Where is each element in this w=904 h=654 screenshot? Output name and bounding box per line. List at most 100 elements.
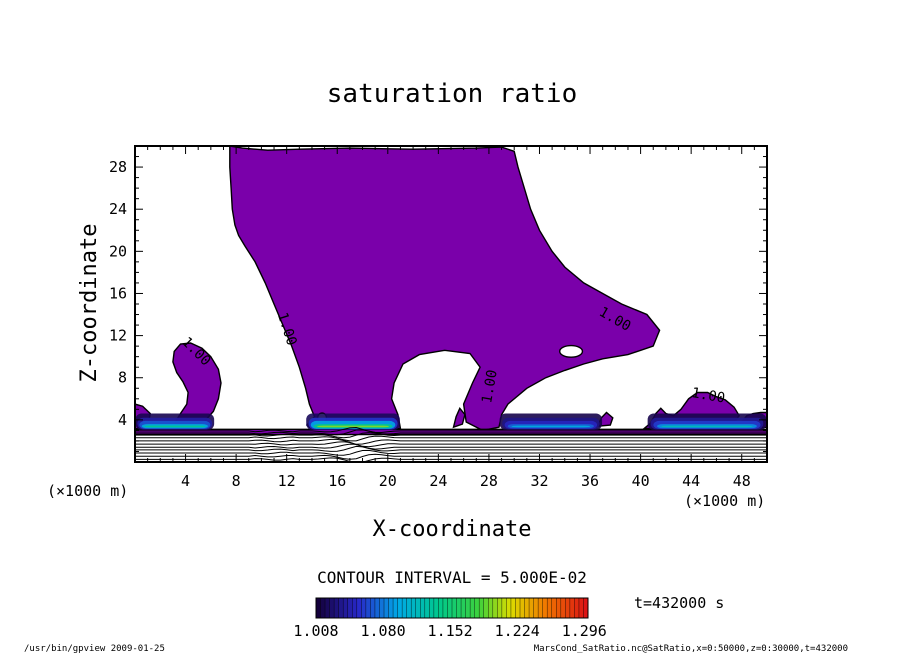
- y-tick-label: 28: [109, 158, 127, 176]
- high-saturation-bands: [135, 413, 767, 430]
- x-unit-label-left: (×1000 m): [47, 482, 128, 500]
- colorbar-swatch: [569, 598, 575, 618]
- surface-contour: [135, 438, 767, 445]
- colorbar-swatch: [356, 598, 362, 618]
- colorbar-swatch: [492, 598, 498, 618]
- surface-contour: [135, 449, 767, 456]
- colorbar-swatch: [406, 598, 412, 618]
- colorbar-swatch: [556, 598, 562, 618]
- surface-contour-lines: [135, 426, 767, 462]
- x-tick-label: 44: [682, 472, 700, 490]
- band-layer: [317, 425, 390, 428]
- colorbar-swatch: [578, 598, 584, 618]
- colorbar-swatch: [320, 598, 326, 618]
- x-tick-label: 16: [328, 472, 346, 490]
- colorbar-swatch: [583, 598, 589, 618]
- surface-contour: [135, 432, 767, 439]
- colorbar-swatch: [560, 598, 566, 618]
- colorbar-swatch: [411, 598, 417, 618]
- colorbar-swatch: [497, 598, 503, 618]
- small-blob-mid: [452, 406, 466, 429]
- surface-contour: [135, 429, 767, 436]
- band-layer: [661, 425, 753, 428]
- colorbar-frame: [315, 597, 589, 619]
- colorbar-swatch: [361, 598, 367, 618]
- surface-contour: [135, 443, 767, 450]
- colorbar-swatch: [442, 598, 448, 618]
- colorbar-swatch: [551, 598, 557, 618]
- band-3: [647, 413, 767, 430]
- x-axis-title: X-coordinate: [373, 517, 532, 542]
- colorbar-tick-label: 1.224: [495, 622, 540, 640]
- surface-contour: [135, 453, 767, 460]
- x-tick-label: 48: [733, 472, 751, 490]
- x-tick-label: 20: [379, 472, 397, 490]
- colorbar-swatch: [529, 598, 534, 618]
- colorbar-swatch: [433, 598, 439, 618]
- colorbar-swatch: [424, 598, 430, 618]
- surface-contour: [135, 441, 767, 448]
- x-unit-label-right: (×1000 m): [684, 492, 765, 510]
- y-tick-label: 4: [118, 411, 127, 429]
- contour-label: 1.00: [479, 369, 501, 405]
- colorbar-tick-label: 1.008: [293, 622, 338, 640]
- y-tick-label: 12: [109, 327, 127, 345]
- y-tick-label: 16: [109, 284, 127, 302]
- colorbar-swatch: [542, 598, 548, 618]
- band-layer: [144, 425, 206, 428]
- surface-contour: [135, 426, 767, 434]
- x-tick-label: 40: [632, 472, 650, 490]
- colorbar-swatch: [506, 598, 512, 618]
- colorbar-swatch: [402, 598, 407, 618]
- colorbar-tick-labels: 1.008 1.080 1.152 1.224 1.296: [293, 622, 606, 640]
- colorbar-swatch: [429, 598, 435, 618]
- colorbar-swatch: [547, 598, 553, 618]
- colorbar-swatch: [501, 598, 507, 618]
- band-1: [306, 413, 400, 430]
- colorbar-tick-label: 1.296: [562, 622, 607, 640]
- colorbar-swatch: [488, 598, 494, 618]
- surface-contour: [135, 435, 767, 442]
- surface-contour: [135, 445, 767, 452]
- colorbar-swatch: [520, 598, 525, 618]
- colorbar-swatch: [438, 598, 444, 618]
- colorbar-swatch: [338, 598, 344, 618]
- colorbar-swatch: [415, 598, 421, 618]
- colorbar-swatch: [465, 598, 471, 618]
- colorbar-swatch: [365, 598, 371, 618]
- hole-ellipse: [559, 344, 584, 358]
- colorbar-swatch: [447, 598, 453, 618]
- footer-left: /usr/bin/gpview 2009-01-25: [24, 644, 165, 654]
- colorbar-swatch: [347, 598, 353, 618]
- colorbar-swatch: [524, 598, 530, 618]
- colorbar-swatch: [574, 598, 580, 618]
- band-layer: [511, 425, 591, 428]
- colorbar-swatch: [483, 598, 489, 618]
- colorbar-swatch: [470, 598, 475, 618]
- colorbar-swatch: [474, 598, 480, 618]
- colorbar-swatch: [379, 598, 385, 618]
- y-tick-label: 8: [118, 369, 127, 387]
- y-axis-title: Z-coordinate: [77, 224, 102, 383]
- band-0: [135, 413, 215, 430]
- colorbar-swatch: [343, 598, 349, 618]
- colorbar-swatch: [370, 598, 376, 618]
- colorbar-swatch: [388, 598, 394, 618]
- x-tick-label: 36: [581, 472, 599, 490]
- colorbar-tick-label: 1.152: [428, 622, 473, 640]
- supersaturation-fill: [135, 146, 767, 436]
- colorbar-swatch: [397, 598, 403, 618]
- x-tick-label: 24: [429, 472, 447, 490]
- colorbar-swatch: [461, 598, 466, 618]
- colorbar: [315, 597, 589, 619]
- x-tick-label: 8: [232, 472, 241, 490]
- colorbar-swatch: [456, 598, 462, 618]
- y-tick-label: 24: [109, 200, 127, 218]
- colorbar-swatch: [316, 598, 321, 618]
- colorbar-swatch: [384, 598, 389, 618]
- x-tick-label: 4: [181, 472, 190, 490]
- x-tick-label: 32: [530, 472, 548, 490]
- y-tick-label: 20: [109, 242, 127, 260]
- chart-title: saturation ratio: [327, 79, 577, 109]
- x-tick-label: 12: [278, 472, 296, 490]
